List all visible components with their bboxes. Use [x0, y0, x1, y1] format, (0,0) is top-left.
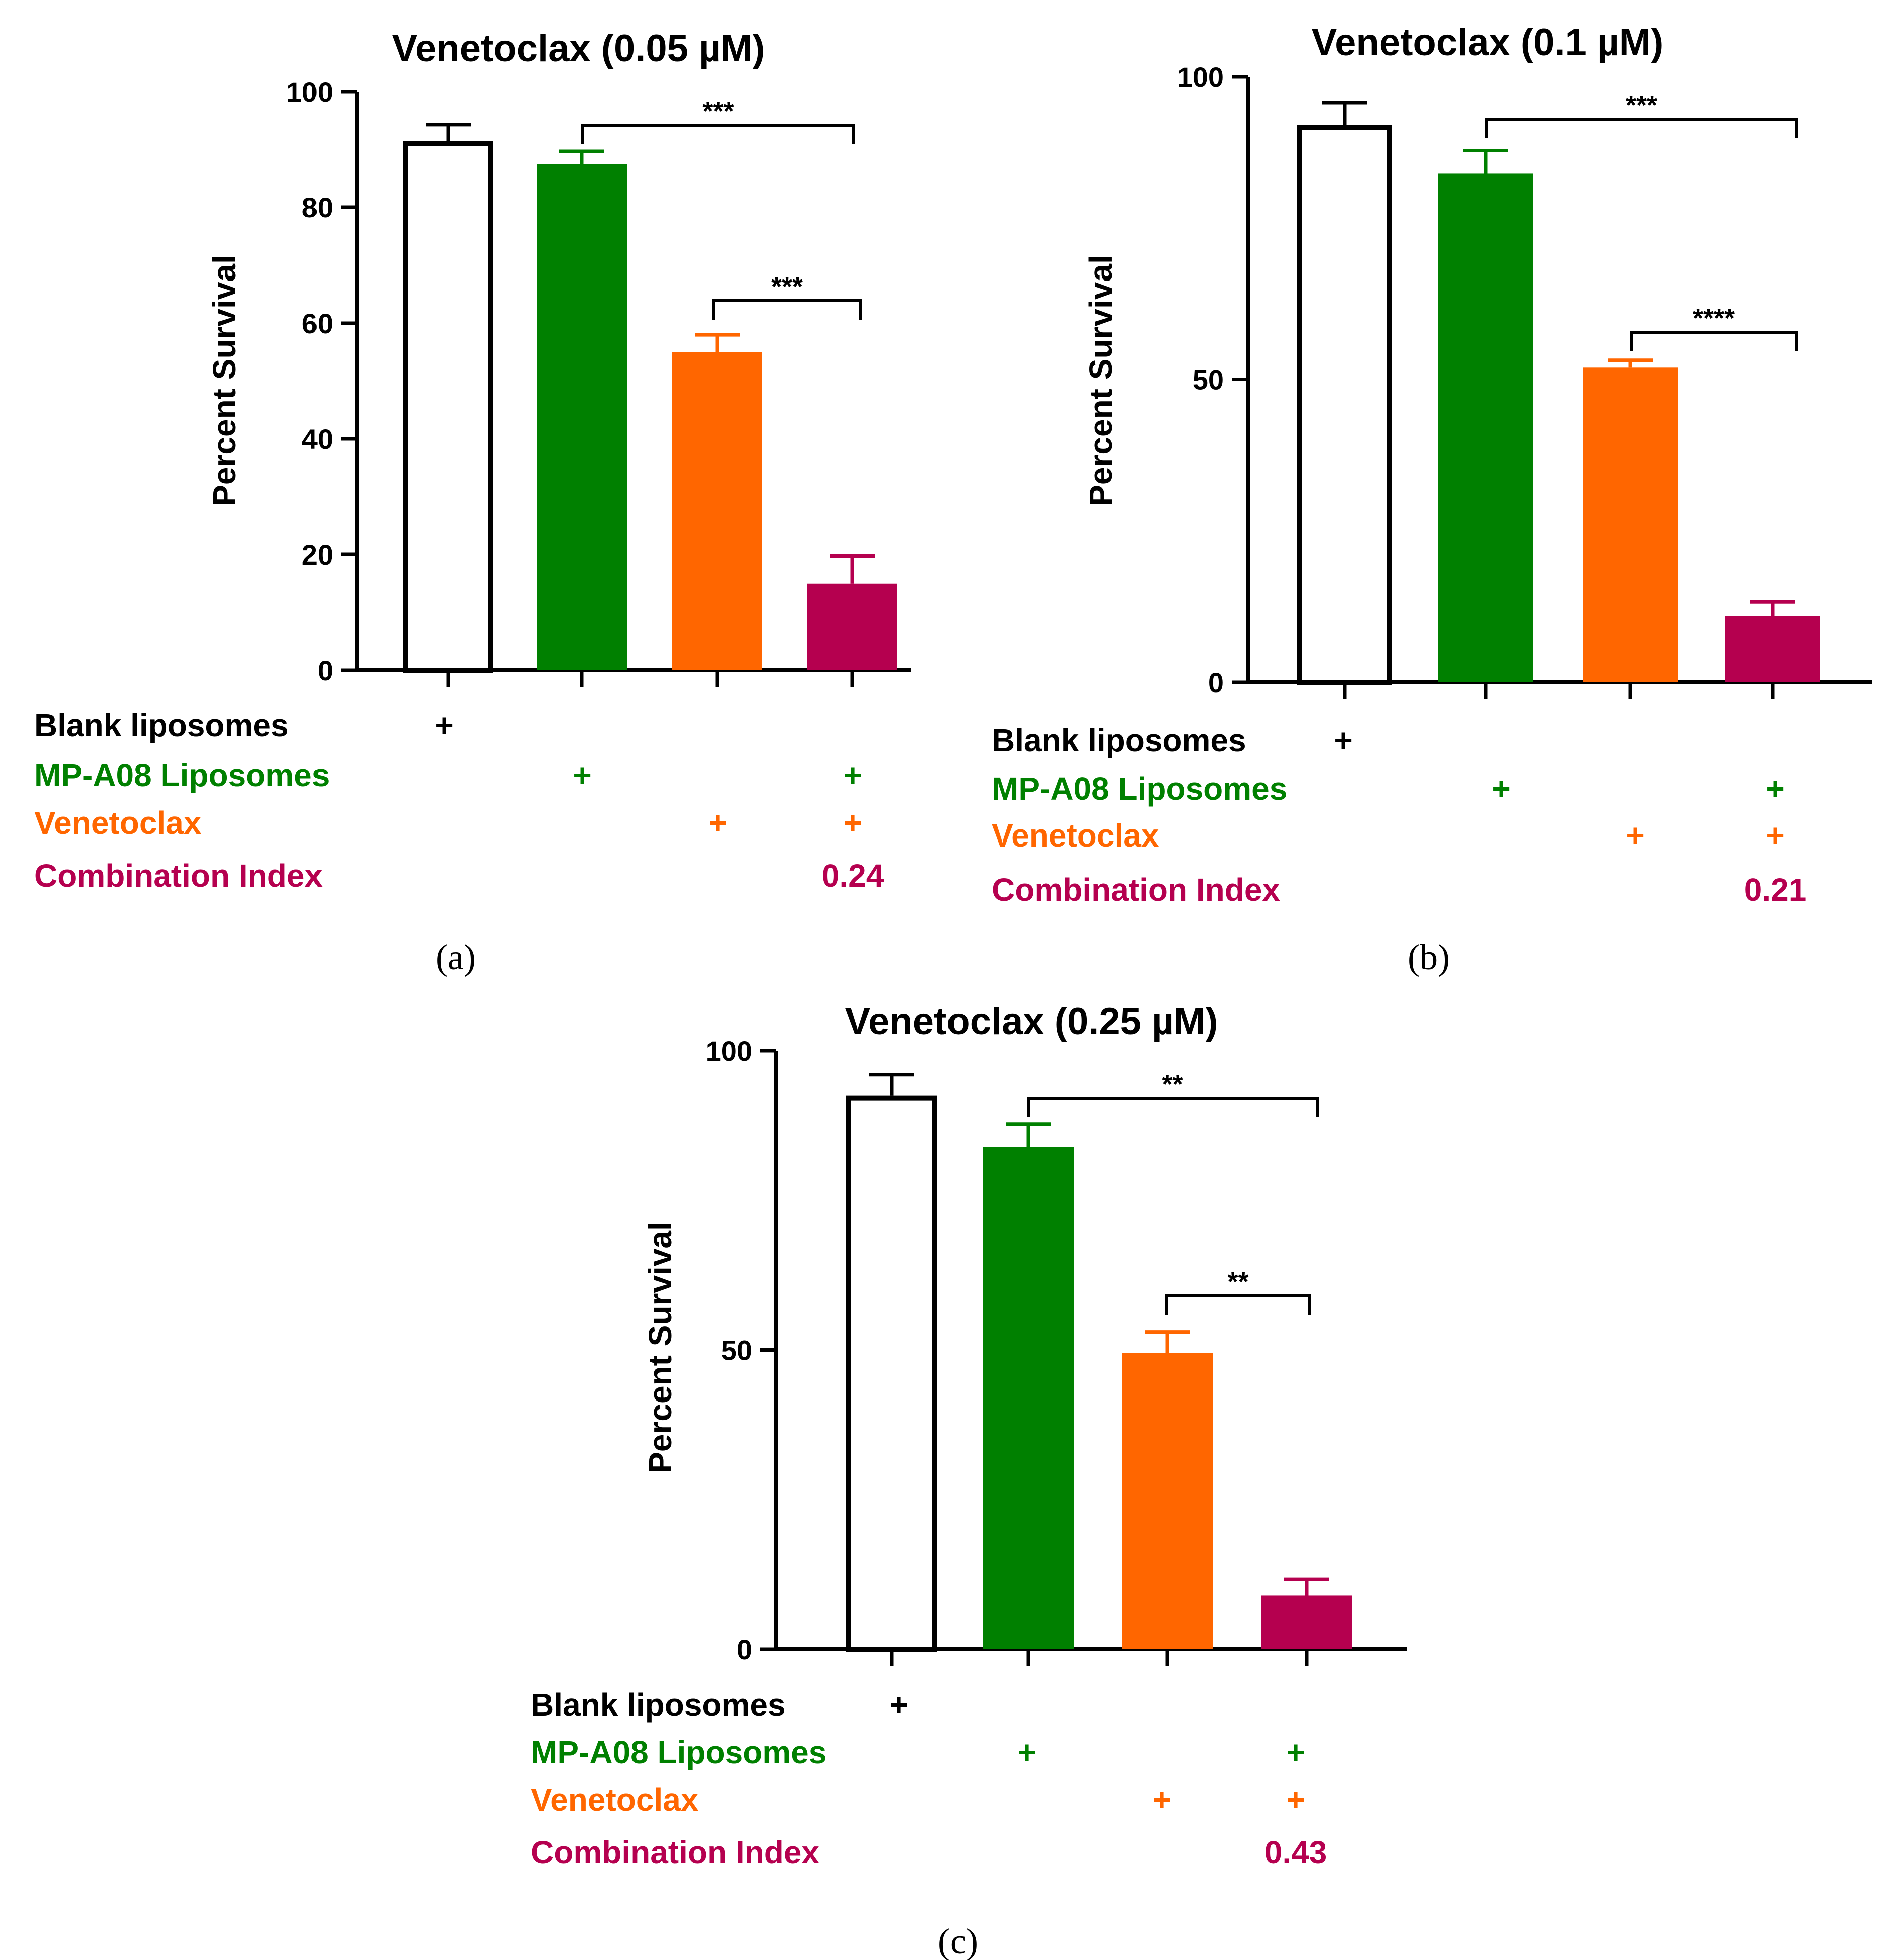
y-tick-label: 0	[737, 1634, 752, 1665]
row-label-ci: Combination Index	[34, 858, 323, 894]
row-label-venetoclax: Venetoclax	[531, 1782, 699, 1818]
row-label-mp-a08: MP-A08 Liposomes	[34, 757, 330, 793]
plus-marker: +	[435, 707, 453, 743]
significance-label: ***	[1626, 90, 1657, 120]
significance-bracket	[712, 299, 862, 320]
y-tick-label: 20	[302, 539, 333, 571]
bar-venetoclax	[1122, 1353, 1213, 1649]
bar-mp-a08-liposomes	[537, 164, 627, 670]
significance-label: ****	[1693, 303, 1735, 333]
plus-marker: +	[573, 757, 591, 793]
plus-marker: +	[1766, 817, 1784, 854]
y-tick-label: 100	[1177, 61, 1224, 93]
row-label-mp-a08: MP-A08 Liposomes	[531, 1734, 826, 1770]
row-label-ci: Combination Index	[531, 1834, 819, 1870]
bar-mp-a08-liposomes	[983, 1147, 1074, 1649]
significance-bracket	[1630, 331, 1798, 351]
plus-marker: +	[889, 1687, 908, 1723]
y-axis-label: Percent Survival	[206, 255, 242, 506]
significance-bracket	[1027, 1097, 1319, 1117]
panel-label: (b)	[1408, 937, 1450, 977]
combination-index-value: 0.43	[1264, 1834, 1327, 1870]
combination-index-value: 0.24	[822, 858, 884, 894]
y-tick-label: 0	[1208, 667, 1224, 698]
significance-label: **	[1162, 1069, 1183, 1099]
y-tick-label: 100	[286, 76, 333, 108]
y-tick-label: 100	[706, 1035, 752, 1067]
chart-panel-c: Venetoclax (0.25 µM) Percent Survival 0 50 1…	[531, 1000, 1407, 1960]
plus-marker: +	[1152, 1782, 1171, 1818]
bar-mp-a08-liposomes-venetoclax	[807, 583, 897, 670]
bar-venetoclax	[672, 352, 762, 670]
y-tick-label: 60	[302, 308, 333, 339]
row-label-blank: Blank liposomes	[531, 1687, 786, 1723]
bar-blank-liposomes	[846, 1095, 937, 1652]
row-label-venetoclax: Venetoclax	[992, 817, 1159, 854]
y-tick-label: 40	[302, 423, 333, 455]
plus-marker: +	[1286, 1734, 1305, 1770]
plus-marker: +	[1334, 722, 1352, 758]
bar-blank-liposomes	[403, 141, 493, 673]
significance-label: ***	[771, 271, 803, 302]
panel-label: (c)	[938, 1921, 978, 1960]
significance-label: ***	[702, 96, 734, 126]
chart-title: Venetoclax (0.25 µM)	[845, 1000, 1218, 1043]
plus-marker: +	[1286, 1782, 1305, 1818]
bar-venetoclax	[1583, 367, 1678, 682]
plus-marker: +	[1017, 1734, 1036, 1770]
bar-mp-a08-liposomes	[1438, 173, 1533, 682]
bar-mp-a08-liposomes-venetoclax	[1725, 616, 1820, 682]
row-label-blank: Blank liposomes	[34, 707, 289, 743]
row-label-ci: Combination Index	[992, 872, 1280, 908]
panel-label: (a)	[436, 937, 476, 977]
y-tick-label: 50	[1193, 364, 1224, 396]
plus-marker: +	[1492, 771, 1510, 807]
significance-label: **	[1227, 1267, 1248, 1297]
y-axis-label: Percent Survival	[1083, 255, 1119, 506]
chart-title: Venetoclax (0.1 µM)	[1312, 21, 1664, 64]
plus-marker: +	[843, 757, 862, 793]
significance-bracket	[1485, 118, 1798, 138]
significance-bracket	[1165, 1294, 1311, 1315]
bar-mp-a08-liposomes-venetoclax	[1261, 1595, 1352, 1649]
chart-panel-a: Venetoclax (0.05 µM) Percent Survival 0 20 4…	[34, 27, 911, 977]
significance-bracket	[581, 124, 855, 144]
combination-index-value: 0.21	[1744, 872, 1807, 908]
plus-marker: +	[1626, 817, 1644, 854]
plus-marker: +	[1766, 771, 1784, 807]
plus-marker: +	[843, 805, 862, 841]
row-label-blank: Blank liposomes	[992, 722, 1246, 758]
plus-marker: +	[708, 805, 727, 841]
bar-blank-liposomes	[1297, 125, 1392, 685]
row-label-venetoclax: Venetoclax	[34, 805, 202, 841]
chart-title: Venetoclax (0.05 µM)	[392, 27, 765, 70]
y-tick-label: 80	[302, 192, 333, 223]
row-label-mp-a08: MP-A08 Liposomes	[992, 771, 1287, 807]
y-tick-label: 50	[721, 1335, 752, 1366]
y-tick-label: 0	[318, 655, 333, 686]
y-axis-label: Percent Survival	[642, 1222, 678, 1473]
chart-panel-b: Venetoclax (0.1 µM) Percent Survival 0 50 10…	[992, 21, 1872, 977]
